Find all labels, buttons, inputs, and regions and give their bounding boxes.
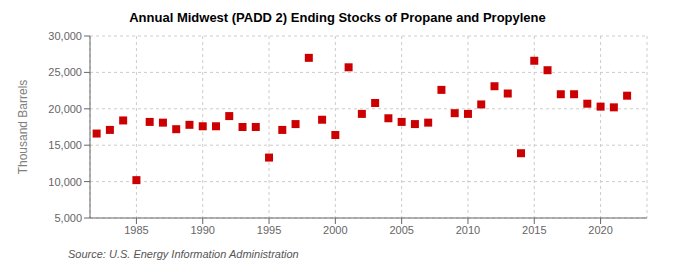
svg-text:2010: 2010 <box>456 224 480 236</box>
svg-text:2015: 2015 <box>522 224 546 236</box>
svg-text:2005: 2005 <box>389 224 413 236</box>
svg-text:15,000: 15,000 <box>48 139 82 151</box>
svg-text:Thousand Barrels: Thousand Barrels <box>16 80 30 175</box>
svg-text:10,000: 10,000 <box>48 176 82 188</box>
svg-text:25,000: 25,000 <box>48 66 82 78</box>
html-text:Source: U.S. Energy Informatio: Source: U.S. Energy Information Administ… <box>68 248 299 260</box>
svg-text:1985: 1985 <box>124 224 148 236</box>
svg-text:5,000: 5,000 <box>54 212 82 224</box>
html-text:Annual Midwest (PADD 2) Ending: Annual Midwest (PADD 2) Ending Stocks of… <box>129 10 546 25</box>
svg-text:20,000: 20,000 <box>48 103 82 115</box>
svg-text:2020: 2020 <box>588 224 612 236</box>
svg-text:30,000: 30,000 <box>48 30 82 42</box>
svg-text:1990: 1990 <box>190 224 214 236</box>
svg-text:2000: 2000 <box>323 224 347 236</box>
svg-text:1995: 1995 <box>257 224 281 236</box>
